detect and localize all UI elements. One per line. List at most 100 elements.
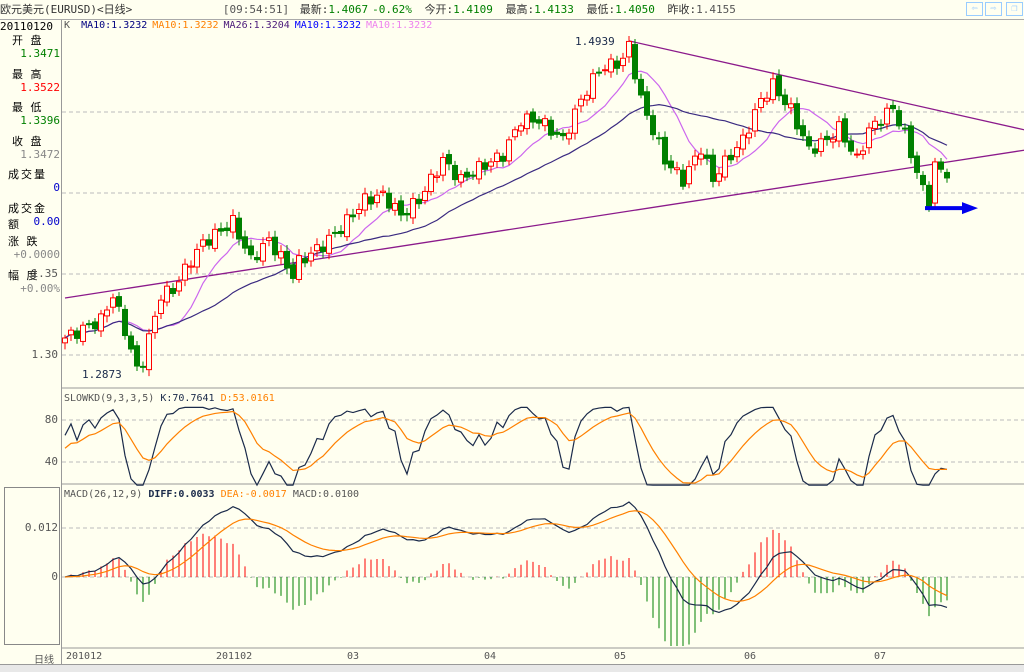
prev-close-price: 1.4155: [696, 3, 736, 16]
macd-dea: DEA:-0.0017: [220, 489, 287, 500]
candle-down: [824, 135, 830, 141]
candle-up: [212, 228, 218, 249]
candle-up: [356, 208, 362, 215]
candle-down: [272, 236, 278, 256]
k-label: K: [64, 20, 71, 31]
candle-up: [506, 139, 512, 162]
info-value: 1.3396: [20, 114, 60, 127]
candle-up: [428, 173, 434, 193]
candle-down: [890, 104, 896, 110]
info-date: 20110120: [0, 20, 53, 33]
candle-down: [242, 236, 248, 249]
candle-up: [182, 263, 188, 281]
info-value: +0.00%: [20, 281, 60, 295]
candle-up: [542, 118, 548, 127]
candle-up: [608, 58, 614, 73]
candle-up: [584, 94, 590, 101]
candle-up: [176, 281, 182, 292]
candle-up: [686, 166, 692, 185]
candle-up: [188, 265, 194, 268]
candle-up: [872, 120, 878, 129]
ma-legend-item: MA10:1.3232: [366, 20, 433, 31]
macd-tick: 0: [51, 570, 58, 583]
candle-down: [878, 123, 884, 126]
info-label: 最 低: [12, 101, 44, 114]
candle-down: [794, 103, 800, 130]
candle-down: [452, 164, 458, 181]
candle-down: [704, 154, 710, 159]
info-label: 成交量: [8, 168, 47, 181]
open-label: 今开:: [424, 3, 454, 16]
ma26-line: [64, 104, 948, 339]
candle-up: [152, 315, 158, 334]
candle-down: [398, 200, 404, 216]
candle-down: [662, 136, 668, 165]
candle-down: [920, 174, 926, 186]
candle-down: [92, 321, 98, 330]
kd-k-line: [64, 406, 948, 487]
ma10-line: [64, 70, 948, 339]
candle-up: [326, 234, 332, 254]
candle-down: [530, 111, 536, 123]
candle-down: [782, 94, 788, 106]
candle-up: [80, 324, 86, 342]
macd-name: MACD(26,12,9): [64, 489, 143, 500]
candle-up: [512, 129, 518, 138]
candle-down: [386, 192, 392, 209]
candle-up: [308, 252, 314, 262]
support-trendline: [64, 149, 1024, 299]
candle-down: [776, 75, 782, 97]
candle-down: [650, 115, 656, 136]
info-label: 幅 度: [8, 268, 40, 282]
restore-window-icon[interactable]: ❐: [1006, 2, 1023, 16]
candle-up: [764, 97, 770, 102]
candle-up: [410, 198, 416, 219]
forward-arrow-icon[interactable]: ⇨: [985, 2, 1002, 16]
kd-tick: 80: [44, 413, 58, 426]
period-label: 日线: [34, 655, 54, 666]
prev-close-label: 昨收:: [667, 3, 697, 16]
candle-down: [560, 132, 566, 137]
candle-up: [278, 251, 284, 259]
candle-up: [374, 194, 380, 204]
candle-up: [488, 161, 494, 167]
macd-legend: MACD(26,12,9) DIFF:0.0033 DEA:-0.0017 MA…: [64, 489, 359, 500]
candle-up: [674, 167, 680, 171]
candle-up: [698, 153, 704, 160]
candle-up: [752, 109, 758, 132]
candle-down: [638, 78, 644, 96]
candle-down: [206, 239, 212, 246]
candle-up: [788, 103, 794, 109]
candle-down: [218, 228, 224, 232]
candle-down: [680, 169, 686, 187]
candle-up: [476, 161, 482, 180]
candle-up: [860, 150, 866, 155]
candle-up: [620, 57, 626, 67]
candle-down: [596, 71, 602, 74]
low-price: 1.4050: [615, 3, 655, 16]
info-label: 开 盘: [12, 34, 44, 47]
candle-up: [98, 313, 104, 332]
price-tick: 1.30: [31, 348, 59, 361]
candle-up: [260, 243, 266, 262]
candle-down: [500, 155, 506, 162]
high-label: 最高:: [505, 3, 535, 16]
candle-up: [626, 40, 632, 58]
candle-down: [482, 162, 488, 170]
candle-down: [908, 125, 914, 159]
candle-up: [854, 153, 860, 156]
candle-up: [164, 285, 170, 303]
info-label: 涨 跌: [8, 235, 40, 248]
back-arrow-icon[interactable]: ⇦: [966, 2, 983, 16]
candle-down: [806, 136, 812, 147]
candle-up: [524, 113, 530, 130]
candle-down: [656, 137, 662, 140]
date-tick: 201012: [66, 651, 103, 662]
target-arrow-head-icon: [962, 202, 978, 215]
candle-down: [236, 217, 242, 240]
macd-value: MACD:0.0100: [292, 489, 360, 500]
candle-up: [932, 161, 938, 204]
candle-down: [332, 231, 338, 234]
candle-up: [344, 214, 350, 238]
